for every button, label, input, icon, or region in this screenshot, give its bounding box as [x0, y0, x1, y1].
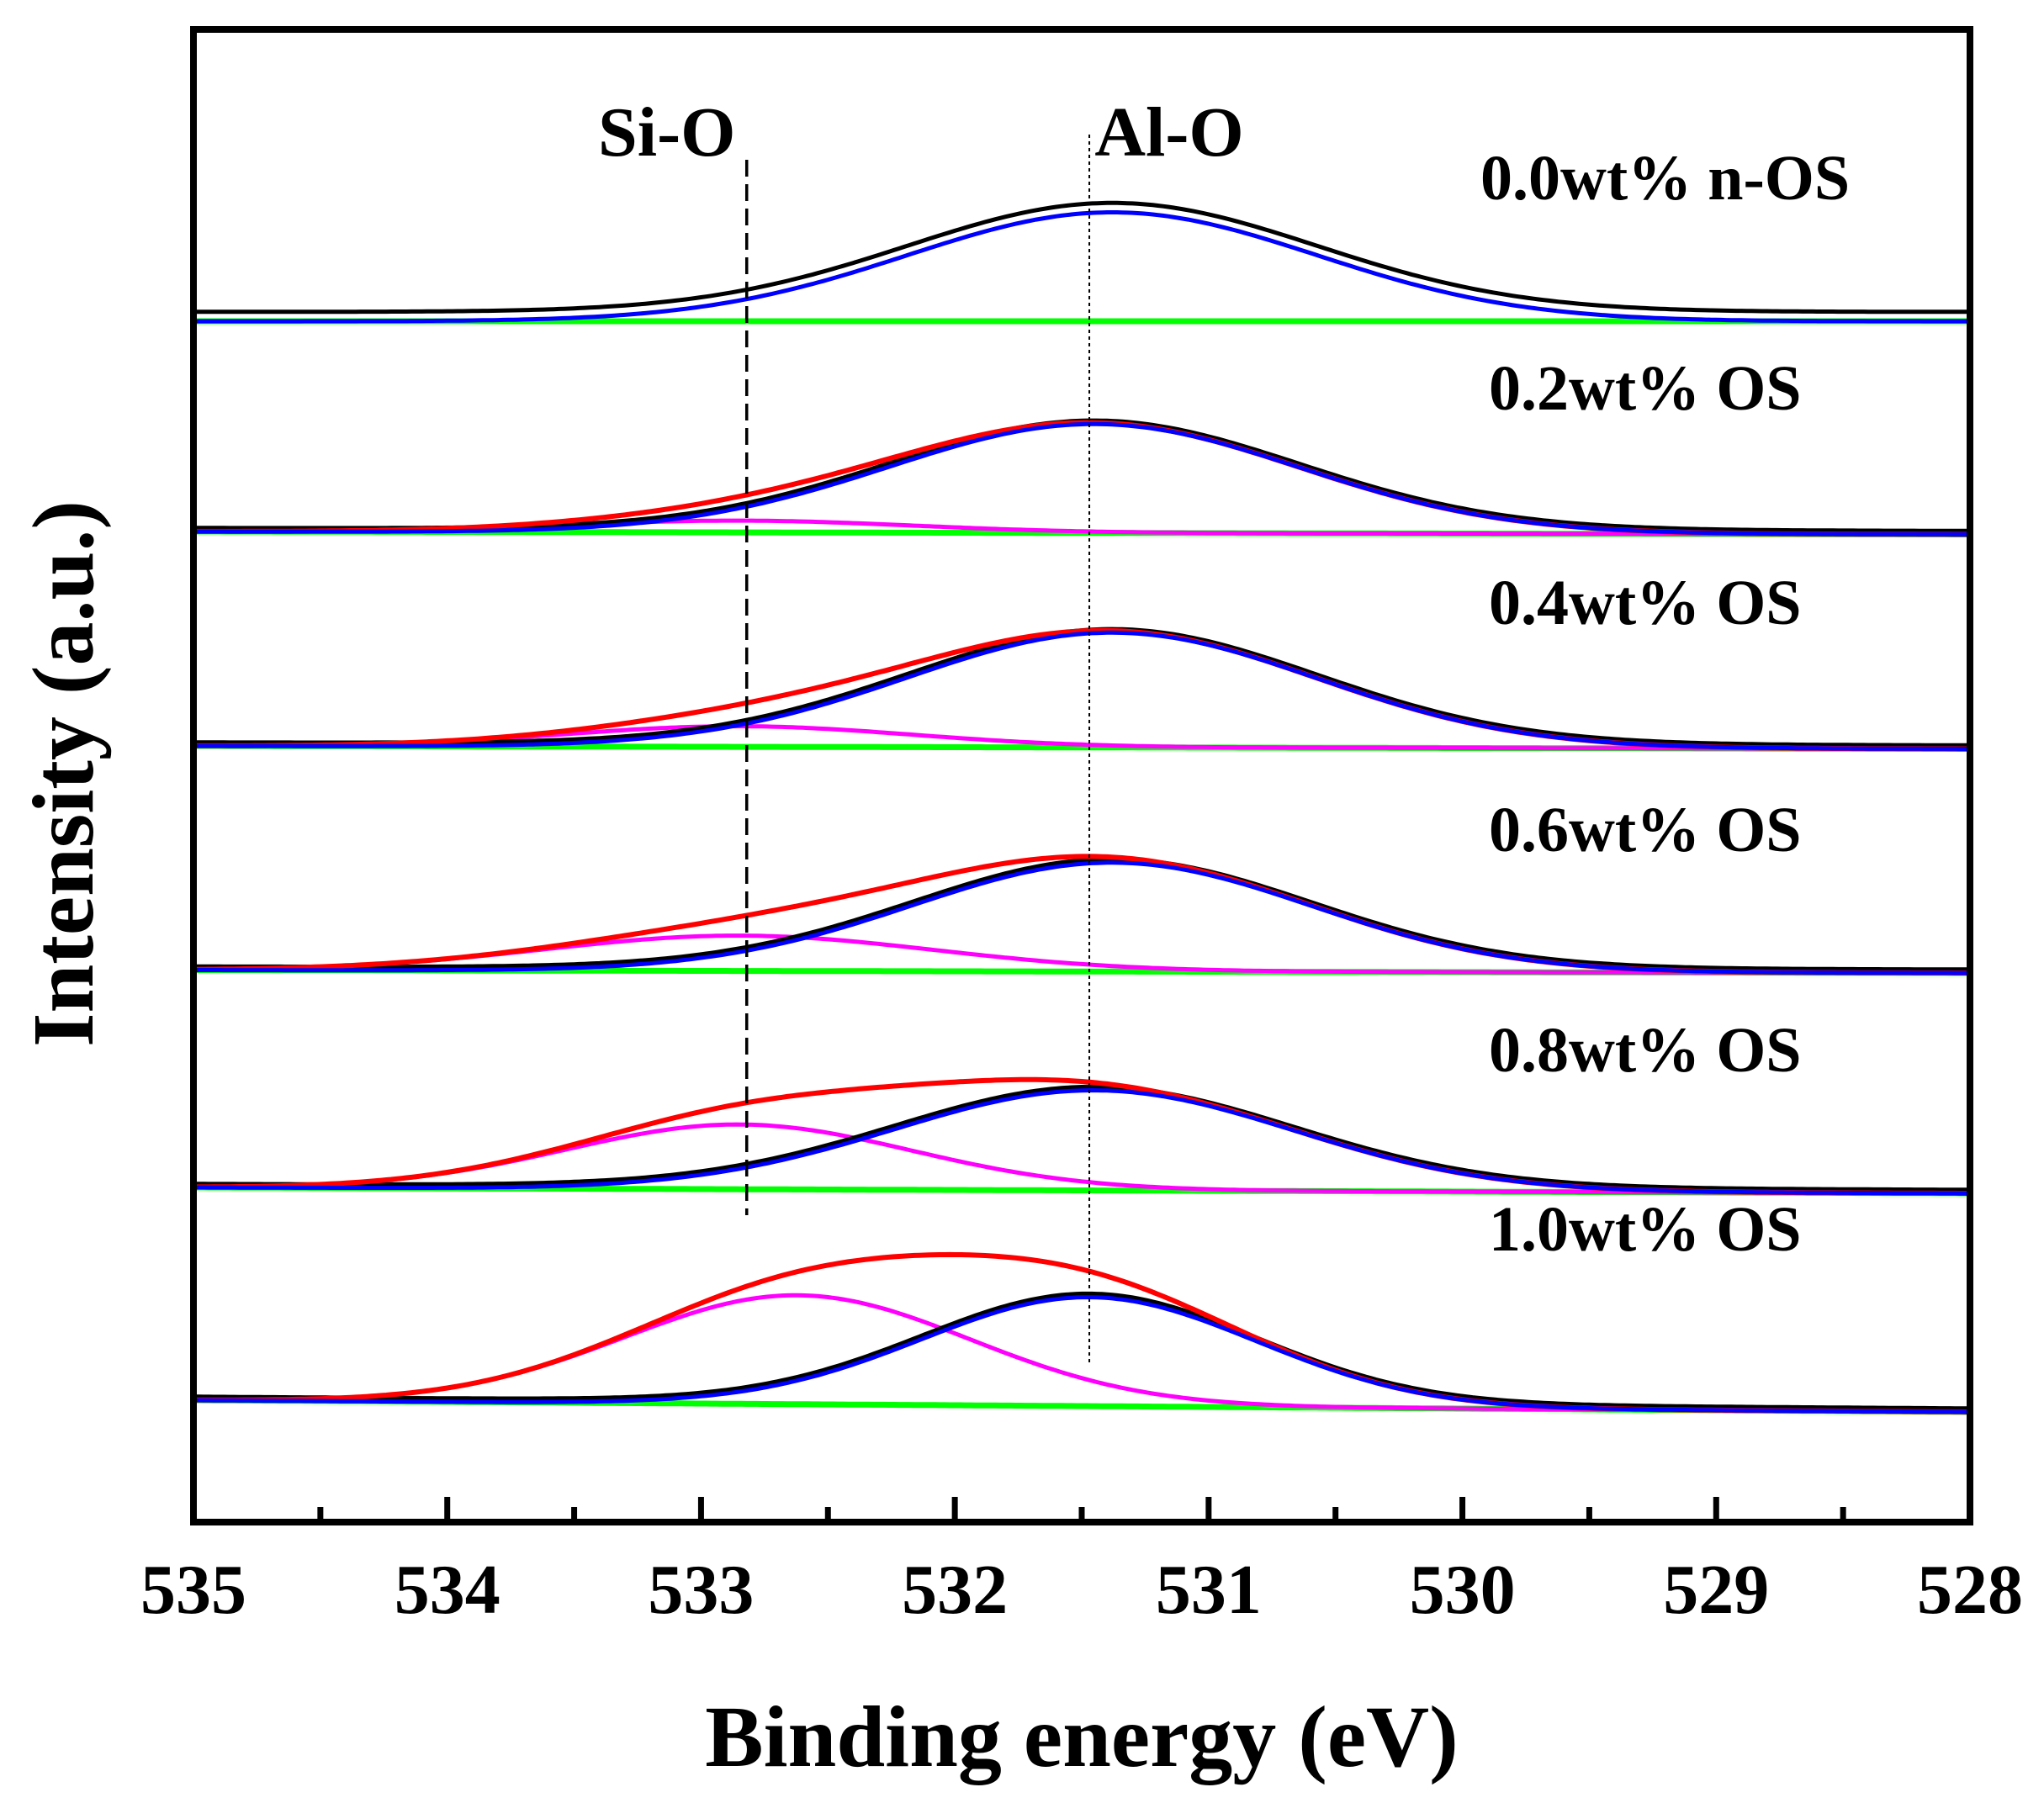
x-axis-ticks: 535 534 533 532 531 530 529 528 [140, 1497, 2023, 1629]
measured-line [193, 200, 1970, 315]
sample-label: 0.2wt% OS [1489, 353, 1802, 424]
measured-line [193, 857, 1970, 972]
al-o-component-line [193, 1295, 1970, 1414]
sample-label: 0.8wt% OS [1489, 1015, 1802, 1086]
al-o-component-line [193, 421, 1970, 537]
x-tick-label: 533 [648, 1551, 754, 1629]
chart-labels: 1.0wt% OS 0.8wt% OS 0.6wt% OS 0.4wt% OS 0.2w… [598, 93, 1850, 1265]
x-tick-label: 530 [1410, 1551, 1516, 1629]
x-tick-label: 535 [140, 1551, 246, 1629]
spectrum-1 [193, 1076, 1970, 1197]
al-o-component-line [193, 210, 1970, 324]
spectrum-0 [193, 1251, 1970, 1415]
al-o-component-line [193, 860, 1970, 976]
x-tick-label: 532 [902, 1551, 1008, 1629]
x-tick-label: 534 [395, 1551, 500, 1629]
x-tick-label: 528 [1917, 1551, 2023, 1629]
measured-line [193, 1291, 1970, 1411]
al-o-component-line [193, 1087, 1970, 1196]
spectrum-4 [193, 418, 1970, 537]
spectrum-3 [193, 627, 1970, 752]
measured-line [193, 1084, 1970, 1192]
plot-area [193, 135, 1970, 1415]
x-tick-label: 529 [1663, 1551, 1769, 1629]
sample-label: 0.4wt% OS [1489, 568, 1802, 638]
sample-label: 0.6wt% OS [1489, 795, 1802, 865]
si-o-label: Si-O [598, 93, 735, 172]
x-tick-label: 531 [1156, 1551, 1262, 1629]
spectrum-5 [193, 200, 1970, 325]
al-o-label: Al-O [1094, 93, 1243, 172]
y-axis-title: Intensity (a.u.) [15, 500, 112, 1047]
spectrum-2 [193, 854, 1970, 976]
sample-label: 0.0wt% n-OS [1480, 143, 1850, 214]
sample-label: 1.0wt% OS [1489, 1194, 1802, 1265]
al-o-component-line [193, 630, 1970, 751]
x-axis-title: Binding energy (eV) [705, 1689, 1459, 1785]
